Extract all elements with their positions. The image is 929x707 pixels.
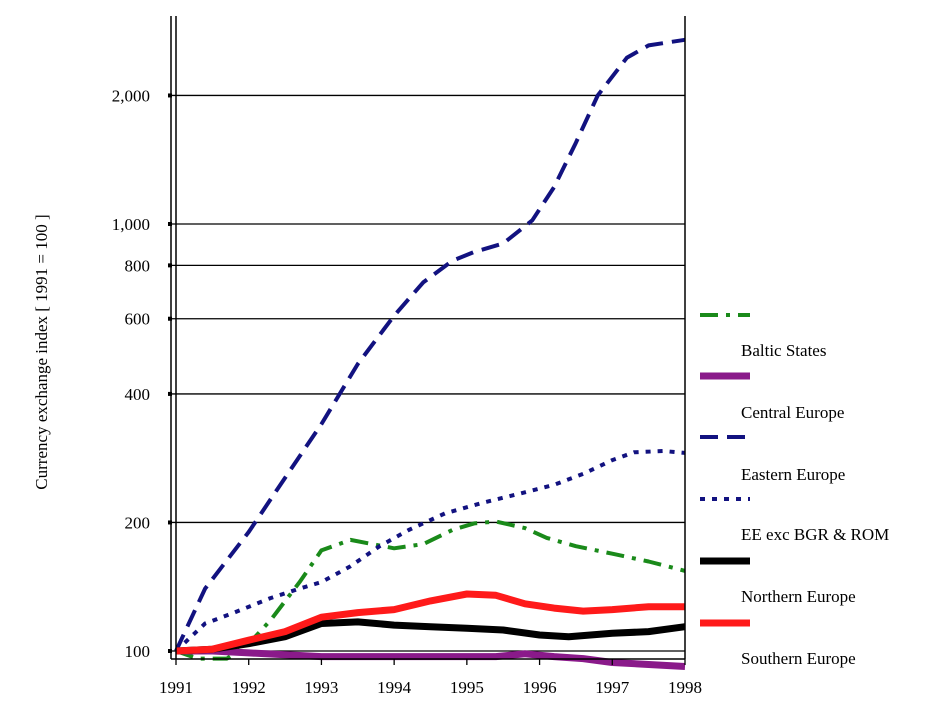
y-tick-mark bbox=[168, 93, 172, 98]
y-tick-mark bbox=[168, 520, 172, 525]
legend-label: EE exc BGR & ROM bbox=[741, 525, 889, 544]
legend-label: Baltic States bbox=[741, 341, 826, 360]
y-tick-mark bbox=[168, 222, 172, 226]
series-line-baltic-states bbox=[176, 647, 686, 670]
y-tick-mark bbox=[168, 316, 172, 321]
y-tick-mark bbox=[168, 649, 172, 653]
legend-label: Northern Europe bbox=[741, 587, 856, 606]
y-tick-mark bbox=[168, 391, 172, 396]
y-tick-label: 600 bbox=[125, 310, 151, 329]
y-tick-label: 800 bbox=[125, 256, 151, 275]
x-tick-label: 1993 bbox=[304, 678, 338, 697]
legend-label: Central Europe bbox=[741, 403, 844, 422]
y-tick-label: 100 bbox=[125, 642, 151, 661]
series-line-ee-exc-bgr-rom bbox=[175, 618, 686, 655]
x-tick-label: 1998 bbox=[668, 678, 702, 697]
series-line-central-europe bbox=[174, 37, 686, 652]
axes bbox=[168, 16, 686, 665]
x-tick-label: 1991 bbox=[159, 678, 193, 697]
y-tick-mark bbox=[168, 263, 172, 268]
x-tick-label: 1995 bbox=[450, 678, 484, 697]
x-tick-label: 1994 bbox=[377, 678, 412, 697]
series-line-northern-europe bbox=[175, 590, 685, 655]
y-tick-label: 200 bbox=[125, 513, 151, 532]
x-tick-label: 1992 bbox=[232, 678, 266, 697]
x-tick-label: 1997 bbox=[595, 678, 630, 697]
y-tick-label: 400 bbox=[125, 385, 151, 404]
y-axis-title: Currency exchange index [ 1991 = 100 ] bbox=[32, 214, 51, 489]
x-tick-label: 1996 bbox=[523, 678, 557, 697]
series-lines bbox=[174, 37, 686, 670]
tick-labels: 100 200 400 600 800 1,000 2,000 1991 1992 1993 199… bbox=[112, 86, 702, 697]
legend-label: Southern Europe bbox=[741, 649, 856, 668]
legend: Baltic States Central Europe Eastern Europ… bbox=[700, 313, 889, 668]
y-tick-label: 2,000 bbox=[112, 86, 150, 105]
grid-lines bbox=[171, 94, 685, 652]
legend-label: Eastern Europe bbox=[741, 465, 845, 484]
y-tick-label: 1,000 bbox=[112, 215, 150, 234]
